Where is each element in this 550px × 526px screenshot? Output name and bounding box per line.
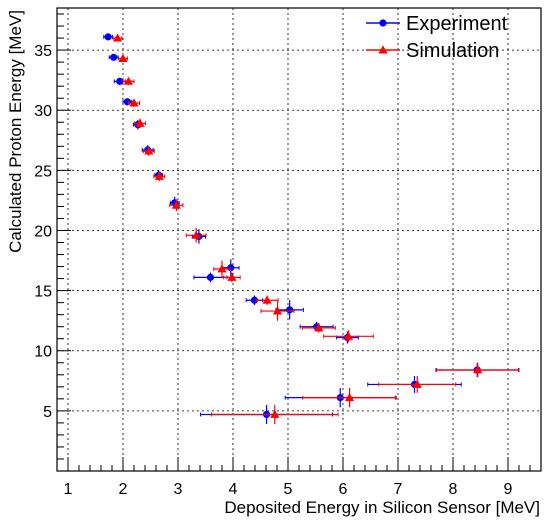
x-tick-label: 6 xyxy=(339,481,348,498)
simulation-marker xyxy=(144,146,154,155)
experiment-marker xyxy=(104,33,112,41)
legend-symbol xyxy=(379,19,387,27)
experiment-marker xyxy=(123,98,131,106)
axis-ticks xyxy=(56,13,542,471)
y-tick-label: 30 xyxy=(34,103,52,120)
simulation-marker xyxy=(171,200,181,209)
x-tick-label: 7 xyxy=(394,481,403,498)
simulation-point xyxy=(323,330,374,343)
legend-label-simulation: Simulation xyxy=(406,40,499,62)
simulation-marker xyxy=(412,379,422,388)
simulation-marker xyxy=(272,306,283,315)
simulation-point xyxy=(255,295,279,306)
data-layer xyxy=(103,33,520,425)
simulation-point xyxy=(142,146,155,156)
simulation-point xyxy=(169,199,184,212)
y-tick-label: 15 xyxy=(34,284,52,301)
y-tick-label: 25 xyxy=(34,163,52,180)
experiment-marker xyxy=(116,77,124,85)
experiment-marker xyxy=(110,53,118,61)
simulation-marker xyxy=(112,33,123,42)
simulation-marker xyxy=(270,409,280,418)
simulation-marker xyxy=(217,264,227,273)
simulation-marker xyxy=(191,230,201,239)
x-tick-label: 1 xyxy=(64,481,73,498)
experiment-marker xyxy=(286,306,294,314)
simulation-point xyxy=(211,404,339,425)
simulation-marker xyxy=(129,98,139,107)
legend-symbol xyxy=(378,45,388,54)
x-tick-label: 8 xyxy=(449,481,458,498)
simulation-marker xyxy=(473,365,483,374)
legend-item-simulation: Simulation xyxy=(366,40,499,62)
experiment-point xyxy=(108,53,119,61)
simulation-point xyxy=(112,33,123,42)
experiment-marker xyxy=(227,264,235,272)
experiment-point xyxy=(103,33,114,41)
simulation-marker xyxy=(135,118,145,127)
simulation-marker xyxy=(262,295,272,304)
x-tick-label: 3 xyxy=(174,481,183,498)
x-tick-label: 4 xyxy=(229,481,238,498)
series-simulation xyxy=(112,33,520,425)
simulation-point xyxy=(185,228,207,243)
simulation-marker xyxy=(345,393,355,402)
y-tick-label: 5 xyxy=(43,404,52,421)
y-tick-label: 20 xyxy=(34,223,52,240)
simulation-point xyxy=(436,362,520,378)
simulation-marker xyxy=(227,272,237,281)
x-axis-title: Deposited Energy in Silicon Sensor [MeV] xyxy=(224,498,540,517)
simulation-point xyxy=(122,76,135,85)
tick-labels: 1 2 3 4 5 6 7 8 9 5 10 15 20 25 30 35 xyxy=(34,43,512,498)
legend-item-experiment: Experiment xyxy=(366,13,508,35)
legend-marker-experiment xyxy=(366,19,400,27)
legend-marker-simulation xyxy=(366,45,400,54)
x-tick-label: 2 xyxy=(119,481,128,498)
x-tick-label: 5 xyxy=(284,481,293,498)
simulation-point xyxy=(223,272,241,283)
simulation-marker xyxy=(314,323,324,332)
simulation-point xyxy=(134,118,147,129)
y-axis-title: Calculated Proton Energy [MeV] xyxy=(6,10,25,253)
legend: Experiment Simulation xyxy=(366,13,508,62)
simulation-marker xyxy=(154,171,164,180)
grid-lines xyxy=(57,8,541,471)
simulation-point xyxy=(378,375,457,393)
x-tick-label: 9 xyxy=(504,481,513,498)
experiment-marker xyxy=(206,273,215,281)
y-tick-label: 35 xyxy=(34,43,52,60)
legend-label-experiment: Experiment xyxy=(406,13,508,35)
simulation-point xyxy=(213,260,231,278)
simulation-point xyxy=(302,388,397,408)
simulation-point xyxy=(153,171,166,182)
simulation-point xyxy=(260,301,295,321)
simulation-marker xyxy=(118,53,128,62)
simulation-point xyxy=(118,53,128,62)
simulation-point xyxy=(301,323,336,333)
simulation-marker xyxy=(123,76,134,85)
simulation-point xyxy=(128,98,140,107)
y-tick-label: 10 xyxy=(34,344,52,361)
simulation-marker xyxy=(343,331,354,340)
